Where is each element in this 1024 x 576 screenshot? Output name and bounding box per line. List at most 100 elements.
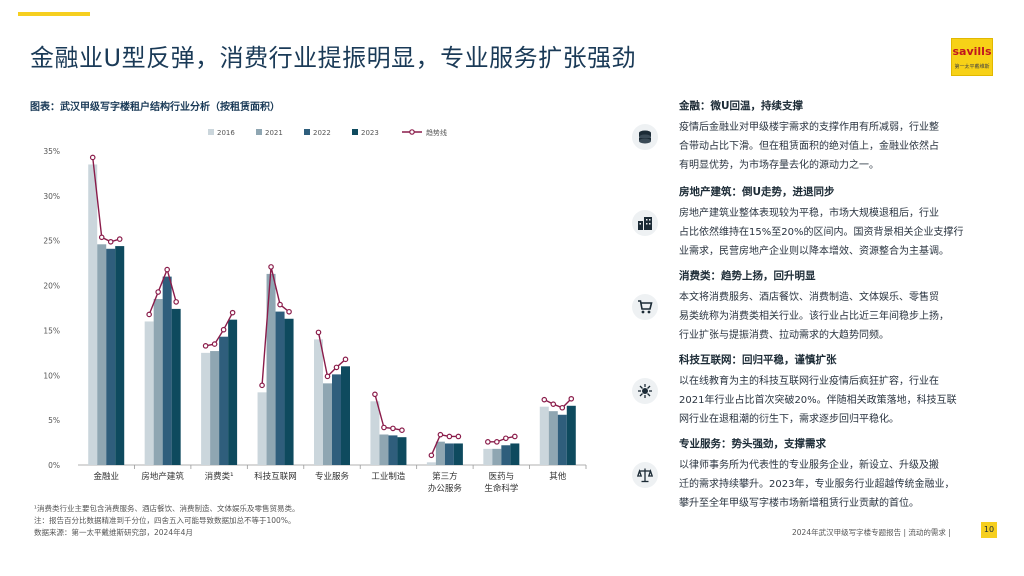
x-tick-label: 专业服务	[315, 471, 350, 482]
section-line: 占比依然维持在15%至20%的区间内。国资背景相关企业支撑行	[679, 227, 964, 238]
trend-marker	[164, 266, 170, 273]
legend-swatch	[304, 129, 310, 135]
section-line: 本文将消费服务、酒店餐饮、消费制造、文体娱乐、零售贸	[679, 292, 939, 303]
bar	[106, 248, 116, 465]
trend-line	[487, 435, 515, 443]
section-line: 以在线教育为主的科技互联网行业疫情后疯狂扩容，行业在	[679, 376, 939, 387]
bar	[162, 276, 172, 465]
trend-marker	[155, 289, 161, 295]
accent-bar	[18, 12, 90, 16]
section-body: 以在线教育为主的科技互联网行业疫情后疯狂扩容，行业在 2021年行业占比首次突破…	[679, 372, 1001, 429]
coins-icon	[632, 124, 658, 150]
bar	[97, 244, 107, 465]
bar	[388, 435, 398, 465]
bar	[144, 321, 154, 465]
section-title: 金融：微U回温，持续支撑	[679, 100, 804, 112]
section-body: 疫情后金融业对甲级楼宇需求的支撑作用有所减弱，行业整 合带动占比下滑。但在租赁面…	[679, 118, 1001, 175]
trend-marker	[211, 341, 218, 347]
trend-marker	[559, 404, 566, 411]
bar	[379, 434, 389, 465]
section-title: 专业服务：势头强劲，支撑需求	[679, 438, 826, 450]
trend-marker	[446, 433, 453, 440]
legend-swatch	[208, 129, 214, 135]
trend-marker	[428, 452, 435, 459]
bar	[426, 462, 436, 465]
trend-marker	[98, 234, 105, 241]
section-body: 本文将消费服务、酒店餐饮、消费制造、文体娱乐、零售贸 易类统称为消费类相关行业。…	[679, 288, 1001, 345]
section-title: 科技互联网：回归平稳，谨慎扩张	[679, 354, 837, 366]
bar	[557, 414, 567, 465]
chart-notes: ¹消费类行业主要包含消费服务、酒店餐饮、消费制造、文体娱乐及零售贸易类。 注：报…	[34, 503, 300, 539]
section-line: 房地产建筑业整体表现较为平稳，市场大规模退租后，行业	[679, 208, 939, 219]
legend-label: 2022	[313, 129, 331, 137]
trend-marker	[437, 431, 444, 438]
trend-marker	[146, 311, 152, 318]
section-body: 以律师事务所为代表性的专业服务企业，新设立、升级及搬 迁的需求持续攀升。2023…	[679, 456, 1001, 513]
bar	[314, 339, 323, 465]
scales-icon	[632, 462, 658, 488]
section-line: 以律师事务所为代表性的专业服务企业，新设立、升级及搬	[679, 460, 939, 471]
x-tick-label: 生命科学	[484, 483, 519, 494]
section-line: 业需求，民营房地产企业则以降本增效、资源整合为主基调。	[679, 246, 949, 257]
x-tick-label: 工业制造	[371, 471, 406, 482]
section-title: 消费类：趋势上扬，回升明显	[679, 270, 816, 282]
trend-line	[374, 394, 403, 431]
trend-marker	[485, 439, 491, 445]
legend-swatch	[352, 129, 358, 135]
x-tick-label: 第三方	[432, 471, 458, 482]
note-source: 数据来源：第一太平戴维斯研究部，2024年4月	[34, 528, 193, 537]
bar	[115, 246, 125, 465]
logo-brand: savills	[952, 45, 992, 58]
y-tick-label: 30%	[43, 192, 60, 201]
x-tick-label: 金融业	[93, 471, 119, 482]
x-tick-label: 医药与	[489, 471, 515, 482]
section-line: 易类统称为消费类相关行业。该行业占比近三年间稳步上扬，	[679, 311, 949, 322]
trend-marker	[342, 356, 349, 363]
trend-marker	[259, 382, 265, 389]
trend-marker	[277, 301, 283, 308]
trend-marker	[315, 329, 322, 336]
section-line: 合带动占比下滑。但在租赁面积的绝对值上，金融业依然占	[679, 141, 939, 152]
trend-line	[148, 267, 177, 315]
bar	[266, 273, 276, 465]
trend-marker	[324, 373, 331, 380]
trend-line	[317, 332, 346, 378]
bar-chart: 0% 5% 10% 15% 20% 25% 30% 35% 金融业 房地产建筑 消费类¹ 科技互联网 专…	[43, 128, 587, 494]
trend-line	[205, 312, 234, 347]
section-line: 迁的需求持续攀升。2023年，专业服务行业超越传统金融业，	[679, 479, 955, 490]
bar	[341, 366, 350, 465]
trend-marker	[116, 236, 123, 242]
bar	[539, 406, 549, 465]
section-line: 网行业在退租潮的衍生下，需求逐步回归平稳化。	[679, 414, 899, 425]
cart-icon	[632, 294, 658, 320]
trend-marker	[268, 264, 274, 270]
bar	[566, 405, 576, 465]
footer-text: 2024年武汉甲级写字楼专题报告 | 流动的需求 |	[792, 528, 951, 537]
legend-label: 2021	[265, 129, 283, 137]
bar	[548, 411, 558, 465]
bar	[210, 351, 220, 465]
trend-marker	[173, 299, 179, 305]
bar	[435, 441, 445, 465]
trend-marker	[541, 396, 548, 403]
note-consumer-definition: ¹消费类行业主要包含消费服务、酒店餐饮、消费制造、文体娱乐及零售贸易类。	[34, 504, 300, 513]
trend-marker	[372, 391, 378, 398]
note-rounding: 注：报告百分比数据精准到千分位，四舍五入可能导致数据加总不等于100%。	[34, 516, 296, 525]
bar	[219, 336, 229, 465]
trend-marker	[229, 309, 236, 316]
bar	[510, 443, 520, 465]
bar	[171, 308, 181, 465]
chart-title: 图表：武汉甲级写字楼租户结构行业分析（按租赁面积）	[30, 102, 280, 113]
bar	[284, 318, 294, 465]
page-title: 金融业U型反弹，消费行业提振明显，专业服务扩张强劲	[30, 44, 637, 72]
legend-swatch	[256, 129, 262, 135]
trend-line	[543, 398, 572, 409]
legend-label: 2016	[217, 129, 235, 137]
trend-marker	[503, 435, 509, 442]
trend-line	[430, 433, 459, 456]
legend-trend-marker	[409, 129, 415, 135]
logo-subtitle: 第一太平戴维斯	[954, 64, 990, 70]
section-body: 房地产建筑业整体表现较为平稳，市场大规模退租后，行业 占比依然维持在15%至20…	[679, 204, 1001, 261]
y-tick-label: 10%	[43, 371, 60, 380]
trend-marker	[333, 364, 340, 371]
